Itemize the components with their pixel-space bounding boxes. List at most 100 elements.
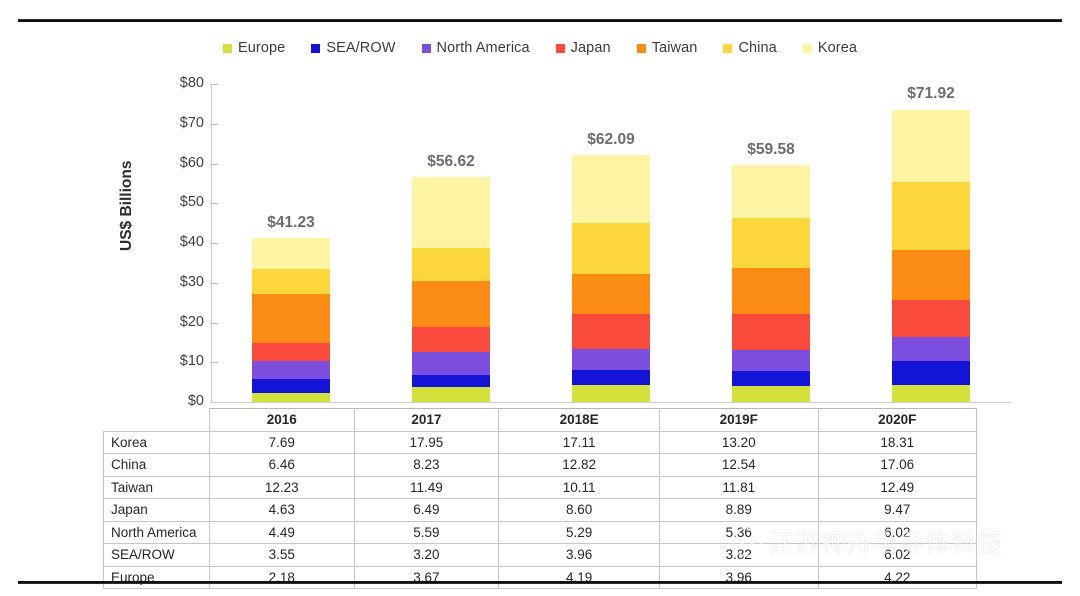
y-axis-tick-label: $50 <box>179 194 204 211</box>
stacked-bar[interactable] <box>252 238 330 402</box>
chart-plot-area: US$ Billions $80 $70 $60 $50 $40 $30 $20 $10 $0 … <box>0 70 1080 410</box>
table-column-header: 2017 <box>353 408 500 432</box>
bar-segment-europe[interactable] <box>412 387 490 402</box>
bar-segment-north-america[interactable] <box>252 361 330 380</box>
table-cell: 18.31 <box>817 430 978 454</box>
bar-segment-korea[interactable] <box>572 155 650 224</box>
legend-item-north-america[interactable]: North America <box>421 40 530 56</box>
bar-segment-europe[interactable] <box>732 386 810 402</box>
table-cell: 3.55 <box>209 543 355 567</box>
y-axis-title: US$ Billions <box>118 160 135 251</box>
bar-segment-china[interactable] <box>572 223 650 275</box>
bar-segment-china[interactable] <box>252 268 330 295</box>
table-row: Taiwan 12.23 11.49 10.11 11.81 12.49 <box>103 475 978 499</box>
bar-segment-japan[interactable] <box>252 343 330 362</box>
table-cell: 9.47 <box>817 498 978 522</box>
bar-segment-sea-row[interactable] <box>412 374 490 388</box>
top-divider-rule <box>18 19 1062 22</box>
bar-segment-china[interactable] <box>892 182 970 251</box>
table-cell: 11.49 <box>353 475 500 499</box>
bar-segment-china[interactable] <box>732 217 810 268</box>
table-header-row: 2016 2017 2018E 2019F 2020F <box>104 408 978 432</box>
bar-segment-sea-row[interactable] <box>572 369 650 386</box>
bar-group-2018e[interactable]: $62.09 <box>531 84 691 402</box>
legend-item-taiwan[interactable]: Taiwan <box>636 40 698 56</box>
stacked-bar[interactable] <box>572 155 650 402</box>
y-axis-tick-label: $30 <box>179 273 204 290</box>
bar-segment-north-america[interactable] <box>892 337 970 362</box>
legend-item-europe[interactable]: Europe <box>222 40 285 56</box>
bar-segment-japan[interactable] <box>412 326 490 353</box>
table-cell: 2.18 <box>209 565 355 589</box>
y-axis-tick-mark <box>210 282 218 284</box>
bar-segment-korea[interactable] <box>252 238 330 269</box>
table-corner-cell <box>104 409 210 432</box>
table-row-header: Japan <box>103 498 210 522</box>
bar-segment-korea[interactable] <box>892 109 970 183</box>
bar-segment-japan[interactable] <box>572 314 650 349</box>
bar-segment-taiwan[interactable] <box>892 250 970 300</box>
table-cell: 12.82 <box>498 453 661 477</box>
table-cell: 11.81 <box>659 475 819 499</box>
bar-segment-taiwan[interactable] <box>412 281 490 327</box>
bar-group-2019f[interactable]: $59.58 <box>691 84 851 402</box>
bar-segment-europe[interactable] <box>572 385 650 402</box>
table-row: Japan 4.63 6.49 8.60 8.89 9.47 <box>103 498 978 522</box>
y-axis-tick-label: $20 <box>179 313 204 330</box>
y-axis-tick: $70 <box>150 115 218 131</box>
bar-segment-sea-row[interactable] <box>732 371 810 387</box>
bar-group-2016[interactable]: $41.23 <box>211 84 371 402</box>
legend-swatch-icon <box>802 43 812 53</box>
stacked-bar[interactable] <box>892 109 970 402</box>
bar-group-2020f[interactable]: $71.92 <box>851 84 1011 402</box>
bar-segment-taiwan[interactable] <box>252 294 330 343</box>
bar-segment-europe[interactable] <box>892 385 970 402</box>
bar-segment-north-america[interactable] <box>732 349 810 372</box>
stacked-bar[interactable] <box>412 176 490 402</box>
bar-total-label: $56.62 <box>427 152 475 170</box>
table-row: Korea 7.69 17.95 17.11 13.20 18.31 <box>103 430 978 454</box>
bar-segment-sea-row[interactable] <box>892 361 970 386</box>
bar-total-label: $59.58 <box>747 141 795 159</box>
bar-segment-japan[interactable] <box>732 314 810 350</box>
bar-segment-taiwan[interactable] <box>732 267 810 315</box>
legend-item-korea[interactable]: Korea <box>802 40 857 56</box>
y-axis-tick: $60 <box>150 155 218 171</box>
chart-legend: Europe SEA/ROW North America Japan Taiwan Chi… <box>0 40 1080 56</box>
bar-segment-japan[interactable] <box>892 299 970 338</box>
y-axis-tick-mark <box>210 243 218 244</box>
bar-total-label: $41.23 <box>267 214 315 232</box>
legend-item-label: China <box>738 40 777 56</box>
bar-segment-europe[interactable] <box>252 393 330 402</box>
bar-segment-korea[interactable] <box>412 176 490 249</box>
legend-swatch-icon <box>222 43 232 53</box>
table-cell: 17.95 <box>353 430 500 454</box>
y-axis-tick: $40 <box>150 234 218 250</box>
legend-item-china[interactable]: China <box>723 40 777 56</box>
bar-series-container: $41.23 $56.62 $62.09 $59.58 $71.92 <box>211 84 1011 402</box>
bar-segment-sea-row[interactable] <box>252 379 330 394</box>
y-axis-tick-label: $80 <box>179 75 204 91</box>
bar-group-2017[interactable]: $56.62 <box>371 84 531 402</box>
bar-total-label: $71.92 <box>907 85 955 103</box>
y-axis-tick-label: $40 <box>179 234 204 250</box>
bar-segment-north-america[interactable] <box>572 348 650 370</box>
table-column-header: 2020F <box>817 408 978 432</box>
bar-segment-korea[interactable] <box>732 165 810 218</box>
legend-item-sea-row[interactable]: SEA/ROW <box>311 40 395 56</box>
legend-item-japan[interactable]: Japan <box>555 40 611 56</box>
y-axis-tick-mark <box>210 203 218 205</box>
bar-segment-china[interactable] <box>412 248 490 282</box>
table-cell: 8.60 <box>498 498 661 522</box>
table-cell: 17.11 <box>498 430 661 454</box>
table-row-header: North America <box>103 520 210 544</box>
bar-segment-taiwan[interactable] <box>572 274 650 315</box>
table-cell: 6.02 <box>817 520 978 544</box>
bar-total-label: $62.09 <box>587 131 635 149</box>
bar-segment-north-america[interactable] <box>412 352 490 375</box>
data-table: 2016 2017 2018E 2019F 2020F Korea 7.69 17.95 17.… <box>103 408 978 589</box>
table-cell: 6.49 <box>353 498 500 522</box>
table-cell: 10.11 <box>498 475 661 499</box>
table-cell: 3.96 <box>498 543 661 567</box>
stacked-bar[interactable] <box>732 165 810 402</box>
